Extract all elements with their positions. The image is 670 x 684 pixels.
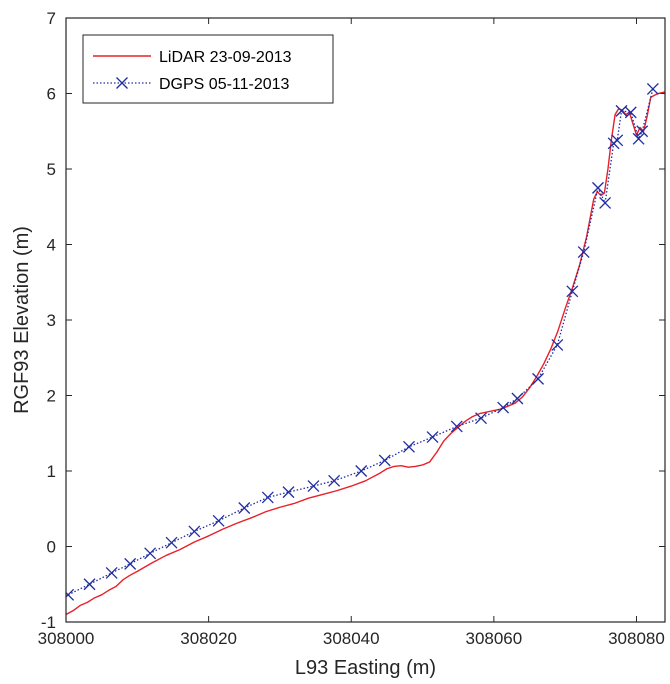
x-tick-label: 308080 (608, 629, 665, 648)
y-tick-label: 0 (47, 538, 56, 557)
x-tick-label: 308060 (465, 629, 522, 648)
y-tick-label: 6 (47, 85, 56, 104)
dgps-point-marker (577, 246, 590, 259)
dgps-series-line (67, 88, 654, 596)
dgps-point-marker (328, 474, 341, 487)
dgps-point-marker (450, 420, 463, 433)
dgps-point-marker (426, 431, 439, 443)
dgps-point-marker (188, 525, 201, 538)
x-tick-label: 308040 (323, 629, 380, 648)
dgps-point-marker (307, 480, 320, 493)
dgps-point-marker (355, 465, 368, 477)
x-tick-label: 308020 (180, 629, 237, 648)
dgps-point-marker (105, 566, 118, 579)
lidar-series-line (66, 91, 665, 616)
dgps-point-marker (66, 588, 75, 601)
y-tick-label: 5 (47, 160, 56, 179)
dgps-point-marker (532, 372, 545, 385)
dgps-point-marker (165, 536, 178, 549)
dgps-point-marker (611, 134, 624, 147)
dgps-point-marker (632, 132, 645, 145)
dgps-point-marker (497, 401, 510, 414)
tick-labels: 308000 308020 308040 308060 308080 -1 0 1 2 3 4 5 6 7 (38, 9, 665, 648)
tick-marks (65, 17, 665, 623)
legend-x-marker (116, 77, 128, 89)
y-tick-label: 1 (47, 462, 56, 481)
y-tick-label: 4 (47, 236, 56, 255)
y-tick-label: 7 (47, 9, 56, 28)
dgps-point-marker (599, 197, 612, 209)
y-tick-label: -1 (41, 613, 56, 632)
series-layer (66, 83, 665, 616)
dgps-point-marker (592, 181, 604, 194)
legend: LiDAR 23-09-2013 DGPS 05-11-2013 (82, 34, 334, 104)
legend-label-dgps: DGPS 05-11-2013 (159, 76, 290, 93)
dgps-point-marker (282, 486, 295, 499)
x-axis-title: L93 Easting (m) (295, 657, 436, 679)
dgps-point-marker (261, 491, 274, 504)
dgps-point-marker (511, 392, 524, 405)
dgps-point-marker (566, 285, 579, 298)
dgps-point-marker (646, 83, 659, 95)
dgps-point-marker (636, 125, 649, 138)
dgps-point-marker (403, 440, 415, 453)
dgps-point-marker (378, 454, 391, 467)
dgps-point-marker (475, 412, 487, 425)
dgps-point-marker (124, 557, 137, 570)
legend-marker-dgps (116, 77, 128, 89)
legend-label-lidar: LiDAR 23-09-2013 (159, 49, 292, 66)
dgps-point-marker (624, 106, 637, 119)
x-tick-label: 308000 (38, 629, 95, 648)
y-tick-label: 2 (47, 387, 56, 406)
y-axis-title: RGF93 Elevation (m) (11, 226, 33, 414)
dgps-point-marker (212, 514, 225, 527)
dgps-point-marker (238, 502, 251, 514)
dgps-point-marker (144, 547, 157, 560)
y-tick-label: 3 (47, 311, 56, 330)
legend-box (82, 34, 334, 104)
dgps-point-marker (83, 578, 96, 591)
plot-frame (65, 17, 666, 623)
dgps-point-marker (551, 338, 564, 351)
